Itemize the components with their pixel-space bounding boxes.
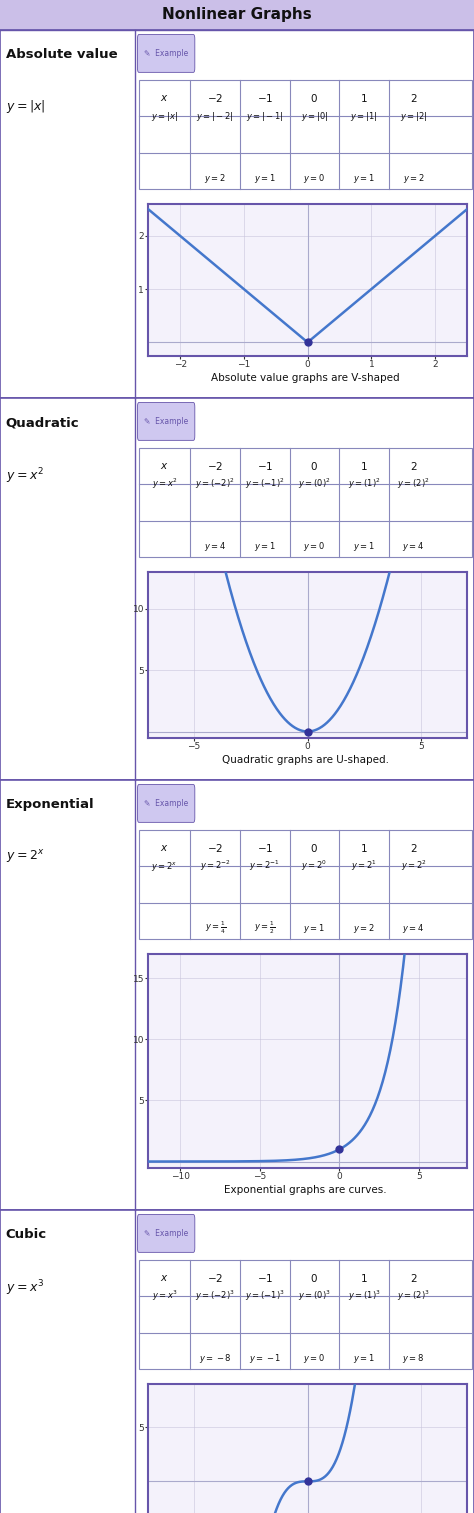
Text: $y = 1$: $y = 1$ — [303, 921, 325, 935]
Text: $y = |x|$: $y = |x|$ — [6, 98, 45, 115]
Text: $y = |2|$: $y = |2|$ — [400, 110, 427, 123]
Text: Exponential: Exponential — [6, 799, 94, 811]
Text: $y = 2^x$: $y = 2^x$ — [6, 849, 44, 865]
Text: $y = 0$: $y = 0$ — [303, 540, 326, 552]
FancyBboxPatch shape — [137, 1215, 195, 1253]
Text: $1$: $1$ — [360, 92, 368, 104]
Text: $y = 0$: $y = 0$ — [303, 172, 326, 185]
Text: Exponential graphs are curves.: Exponential graphs are curves. — [224, 1185, 387, 1195]
Text: $y = 2^{-1}$: $y = 2^{-1}$ — [249, 859, 280, 873]
Text: $2$: $2$ — [410, 92, 417, 104]
Text: $y = (-2)^2$: $y = (-2)^2$ — [195, 477, 235, 492]
Text: $x$: $x$ — [160, 94, 169, 103]
Text: $y = (0)^2$: $y = (0)^2$ — [298, 477, 331, 492]
Bar — [0, 781, 474, 1210]
Text: $1$: $1$ — [360, 1272, 368, 1285]
Text: $y = (2)^3$: $y = (2)^3$ — [397, 1289, 430, 1303]
Text: $-1$: $-1$ — [256, 1272, 273, 1285]
Text: $y = 1$: $y = 1$ — [353, 172, 375, 185]
Text: $-1$: $-1$ — [256, 460, 273, 472]
Text: $y = x^2$: $y = x^2$ — [6, 466, 43, 486]
Text: $0$: $0$ — [310, 1272, 319, 1285]
Text: $y = 2$: $y = 2$ — [204, 172, 226, 185]
Text: $x$: $x$ — [160, 1272, 169, 1283]
Text: $-2$: $-2$ — [207, 92, 223, 104]
Bar — [0, 30, 474, 398]
Text: Quadratic: Quadratic — [6, 416, 79, 430]
Text: $y = 4$: $y = 4$ — [402, 921, 425, 935]
FancyBboxPatch shape — [137, 35, 195, 73]
Text: $y = 2^{-2}$: $y = 2^{-2}$ — [200, 859, 231, 873]
Text: $y = 0$: $y = 0$ — [303, 1351, 326, 1365]
Text: $y = 2$: $y = 2$ — [402, 172, 425, 185]
Text: $y = 2^1$: $y = 2^1$ — [351, 859, 377, 873]
Text: $y = 1$: $y = 1$ — [254, 540, 276, 552]
Text: $y = x^3$: $y = x^3$ — [6, 1278, 44, 1298]
Text: $-2$: $-2$ — [207, 460, 223, 472]
Text: $-2$: $-2$ — [207, 843, 223, 853]
Text: $y = x^2$: $y = x^2$ — [152, 477, 178, 492]
Text: $y = (2)^2$: $y = (2)^2$ — [397, 477, 430, 492]
Bar — [0, 398, 474, 781]
Bar — [0, 0, 474, 30]
Text: $x$: $x$ — [160, 461, 169, 471]
Bar — [139, 1260, 472, 1369]
Text: ✎  Example: ✎ Example — [144, 799, 188, 808]
Text: $2$: $2$ — [410, 1272, 417, 1285]
Text: $y = |0|$: $y = |0|$ — [301, 110, 328, 123]
Text: $y = 2^2$: $y = 2^2$ — [401, 859, 427, 873]
Text: $y = (0)^3$: $y = (0)^3$ — [298, 1289, 331, 1303]
Text: $-1$: $-1$ — [256, 843, 273, 853]
FancyBboxPatch shape — [137, 785, 195, 823]
Text: $y = 2$: $y = 2$ — [353, 921, 375, 935]
Text: Absolute value: Absolute value — [6, 48, 117, 61]
Text: $y = 2^x$: $y = 2^x$ — [152, 859, 178, 873]
Bar — [139, 448, 472, 557]
Text: $y = |1|$: $y = |1|$ — [350, 110, 378, 123]
Text: Absolute value graphs are V-shaped: Absolute value graphs are V-shaped — [211, 374, 400, 383]
Text: Nonlinear Graphs: Nonlinear Graphs — [162, 8, 312, 23]
Bar — [139, 80, 472, 189]
Text: ✎  Example: ✎ Example — [144, 1229, 188, 1238]
Text: $y = (1)^3$: $y = (1)^3$ — [347, 1289, 380, 1303]
Text: $y = |x|$: $y = |x|$ — [151, 110, 178, 123]
Text: $x$: $x$ — [160, 843, 169, 853]
Text: $-2$: $-2$ — [207, 1272, 223, 1285]
Text: $y = 4$: $y = 4$ — [204, 540, 227, 552]
Text: $0$: $0$ — [310, 92, 319, 104]
Text: $y = -1$: $y = -1$ — [249, 1351, 281, 1365]
Text: $1$: $1$ — [360, 843, 368, 853]
Text: $y = 1$: $y = 1$ — [353, 1351, 375, 1365]
Text: ✎  Example: ✎ Example — [144, 48, 188, 57]
Text: Quadratic graphs are U-shaped.: Quadratic graphs are U-shaped. — [222, 755, 389, 766]
Text: $y = \frac{1}{4}$: $y = \frac{1}{4}$ — [205, 920, 226, 937]
Text: $y = 2^0$: $y = 2^0$ — [301, 859, 328, 873]
Text: $2$: $2$ — [410, 460, 417, 472]
Text: $y = (-1)^2$: $y = (-1)^2$ — [245, 477, 284, 492]
Text: ✎  Example: ✎ Example — [144, 418, 188, 427]
Text: $y = x^3$: $y = x^3$ — [152, 1289, 178, 1303]
Bar — [139, 831, 472, 940]
Text: $y = (-1)^3$: $y = (-1)^3$ — [245, 1289, 285, 1303]
Text: $y = |-2|$: $y = |-2|$ — [196, 110, 234, 123]
Text: Cubic: Cubic — [6, 1229, 47, 1241]
Text: $y = (-2)^3$: $y = (-2)^3$ — [195, 1289, 235, 1303]
FancyBboxPatch shape — [137, 402, 195, 440]
Text: $y = 1$: $y = 1$ — [254, 172, 276, 185]
Text: $y = \frac{1}{2}$: $y = \frac{1}{2}$ — [254, 920, 275, 937]
Text: $y = |-1|$: $y = |-1|$ — [246, 110, 283, 123]
Text: $0$: $0$ — [310, 843, 319, 853]
Text: $y = (1)^2$: $y = (1)^2$ — [348, 477, 380, 492]
Text: $y = -8$: $y = -8$ — [199, 1351, 231, 1365]
Text: $2$: $2$ — [410, 843, 417, 853]
Text: $y = 8$: $y = 8$ — [402, 1351, 425, 1365]
Text: $1$: $1$ — [360, 460, 368, 472]
Text: $0$: $0$ — [310, 460, 319, 472]
Text: $y = 1$: $y = 1$ — [353, 540, 375, 552]
Bar — [0, 1210, 474, 1513]
Text: $-1$: $-1$ — [256, 92, 273, 104]
Text: $y = 4$: $y = 4$ — [402, 540, 425, 552]
